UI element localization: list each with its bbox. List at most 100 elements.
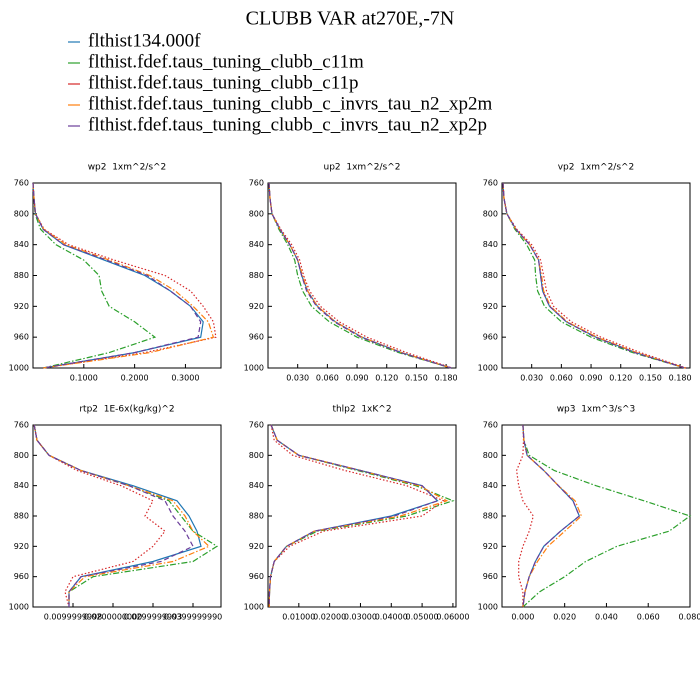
x-tick-label: 0.080 <box>679 613 700 622</box>
y-tick-label: 920 <box>249 302 264 311</box>
x-tick-label: 0.120 <box>609 374 632 383</box>
y-tick-label: 960 <box>483 572 498 581</box>
panel-title: up2 1xm^2/s^2 <box>324 163 401 173</box>
profile-line <box>268 424 445 608</box>
x-tick-label: 0.01000 <box>282 613 315 622</box>
x-tick-label: 0.04000 <box>375 613 408 622</box>
y-tick-label: 960 <box>249 333 264 342</box>
x-tick-label: 0.0200000000 <box>84 613 143 622</box>
profile-line <box>32 182 202 369</box>
x-tick-label: 0.060 <box>637 613 660 622</box>
x-tick-label: 0.180 <box>435 374 458 383</box>
y-tick-label: 760 <box>483 421 498 430</box>
x-tick-label: 0.040 <box>595 613 618 622</box>
profile-line <box>33 424 194 607</box>
legend-label: flthist.fdef.taus_tuning_clubb_c_invrs_t… <box>88 93 492 114</box>
profile-line <box>522 424 583 608</box>
y-tick-label: 760 <box>483 179 498 188</box>
y-tick-label: 800 <box>483 209 498 218</box>
y-tick-label: 800 <box>249 451 264 460</box>
y-tick-label: 760 <box>14 421 29 430</box>
profile-line <box>268 182 452 369</box>
x-tick-label: 0.060 <box>316 374 339 383</box>
plot-frame <box>267 424 457 608</box>
profile-line <box>515 424 534 607</box>
plot-frame <box>501 424 691 608</box>
profile-line <box>32 182 204 369</box>
x-tick-label: 0.3000 <box>171 374 199 383</box>
y-tick-label: 840 <box>14 481 29 490</box>
legend-label: flthist.fdef.taus_tuning_clubb_c11m <box>88 51 364 72</box>
profile-line <box>522 424 581 608</box>
x-tick-label: 0.020 <box>553 613 576 622</box>
y-tick-label: 880 <box>483 512 498 521</box>
x-tick-label: 0.02000 <box>313 613 346 622</box>
plot-frame <box>267 182 457 369</box>
panel-title: vp2 1xm^2/s^2 <box>558 163 635 173</box>
figure-title: CLUBB VAR at270E,-7N <box>246 8 455 30</box>
x-tick-label: 0.090 <box>346 374 369 383</box>
x-tick-label: 0.2000 <box>121 374 149 383</box>
x-tick-label: 0.180 <box>669 374 692 383</box>
y-tick-label: 960 <box>483 333 498 342</box>
y-tick-label: 920 <box>483 302 498 311</box>
y-tick-label: 840 <box>483 481 498 490</box>
x-tick-label: 0.0299999993 <box>124 613 183 622</box>
y-tick-label: 960 <box>14 572 29 581</box>
x-tick-label: 0.150 <box>405 374 428 383</box>
profile-line <box>32 182 157 369</box>
y-tick-label: 760 <box>249 421 264 430</box>
x-tick-label: 0.06000 <box>436 613 469 622</box>
y-tick-label: 760 <box>14 179 29 188</box>
legend-label: flthist.fdef.taus_tuning_clubb_c11p <box>88 72 359 93</box>
x-tick-label: 0.05000 <box>406 613 439 622</box>
profile-line <box>502 182 687 369</box>
x-tick-label: 0.000 <box>511 613 534 622</box>
x-tick-label: 0.1000 <box>70 374 98 383</box>
profile-line <box>33 424 202 607</box>
panel-title: rtp2 1E-6x(kg/kg)^2 <box>79 405 174 415</box>
y-tick-label: 800 <box>14 451 29 460</box>
y-tick-label: 880 <box>249 271 264 280</box>
y-tick-label: 1000 <box>9 603 29 612</box>
profile-line <box>268 424 455 608</box>
profile-line <box>32 182 217 369</box>
profile-line <box>502 182 686 369</box>
profile-line <box>522 424 581 608</box>
y-tick-label: 880 <box>249 512 264 521</box>
x-tick-label: 0.030 <box>286 374 309 383</box>
y-tick-label: 840 <box>249 481 264 490</box>
y-tick-label: 1000 <box>478 364 498 373</box>
y-tick-label: 960 <box>14 333 29 342</box>
y-tick-label: 800 <box>249 209 264 218</box>
panel-title: wp3 1xm^3/s^3 <box>557 405 636 415</box>
x-tick-label: 0.090 <box>580 374 603 383</box>
y-tick-label: 1000 <box>244 603 264 612</box>
profile-line <box>268 182 452 369</box>
profile-line <box>268 182 453 369</box>
y-tick-label: 880 <box>14 512 29 521</box>
y-tick-label: 760 <box>249 179 264 188</box>
profile-line <box>268 182 452 369</box>
y-tick-label: 800 <box>14 209 29 218</box>
x-tick-label: 0.03000 <box>344 613 377 622</box>
legend-label: flthist.fdef.taus_tuning_clubb_c_invrs_t… <box>88 114 487 135</box>
y-tick-label: 840 <box>483 240 498 249</box>
profile-line <box>502 182 686 369</box>
x-tick-label: 0.0099999998 <box>44 613 103 622</box>
x-tick-label: 0.150 <box>639 374 662 383</box>
y-tick-label: 840 <box>249 240 264 249</box>
plot-frame <box>32 182 222 369</box>
y-tick-label: 920 <box>14 542 29 551</box>
profile-line <box>522 424 692 608</box>
x-tick-label: 0.030 <box>520 374 543 383</box>
profile-line <box>33 424 211 607</box>
y-tick-label: 920 <box>14 302 29 311</box>
y-tick-label: 1000 <box>478 603 498 612</box>
y-tick-label: 960 <box>249 572 264 581</box>
x-tick-label: 0.060 <box>550 374 573 383</box>
y-tick-label: 920 <box>483 542 498 551</box>
panel-title: wp2 1xm^2/s^2 <box>88 163 167 173</box>
profile-line <box>268 424 449 608</box>
